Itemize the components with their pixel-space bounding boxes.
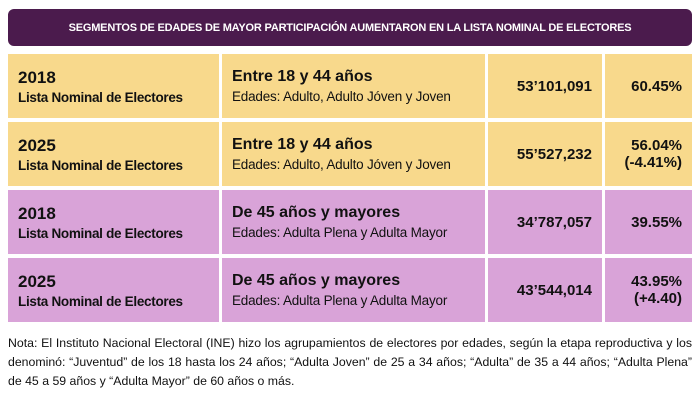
table-row: 2018 Lista Nominal de Electores Entre 18 y… [8,54,692,118]
list-name: Lista Nominal de Electores [18,225,183,241]
cell-count: 55’527,232 [488,122,605,186]
year: 2018 [18,67,56,87]
cell-count: 34’787,057 [488,190,605,254]
percent: 39.55% [631,213,682,231]
age-range: Entre 18 y 44 años [232,68,373,85]
voter-count: 53’101,091 [516,77,592,95]
cell-count: 53’101,091 [488,54,605,118]
list-name: Lista Nominal de Electores [18,293,183,309]
cell-range: Entre 18 y 44 años Edades: Adulto, Adulto… [222,122,488,186]
age-groups: Edades: Adulta Plena y Adulta Mayor [232,293,448,308]
cell-percent: 56.04% (-4.41%) [605,122,692,186]
year: 2025 [18,135,56,155]
table-row: 2025 Lista Nominal de Electores De 45 años… [8,258,692,322]
list-name: Lista Nominal de Electores [18,89,183,105]
cell-year: 2018 Lista Nominal de Electores [8,54,222,118]
age-groups: Edades: Adulta Plena y Adulta Mayor [232,225,448,240]
age-groups: Edades: Adulto, Adulto Jóven y Joven [232,157,451,172]
table-row: 2018 Lista Nominal de Electores De 45 años… [8,190,692,254]
header-title: SEGMENTOS DE EDADES DE MAYOR PARTICIPACI… [8,9,692,46]
cell-year: 2025 Lista Nominal de Electores [8,258,222,322]
cell-percent: 60.45% [605,54,692,118]
cell-year: 2018 Lista Nominal de Electores [8,190,222,254]
percent: (-4.41%) [624,154,682,171]
list-name: Lista Nominal de Electores [18,157,183,173]
percent: 56.04% [631,137,682,154]
table: 2018 Lista Nominal de Electores Entre 18 y… [8,54,692,326]
cell-range: De 45 años y mayores Edades: Adulta Plena… [222,190,488,254]
year: 2025 [18,271,56,291]
year: 2018 [18,203,56,223]
percent: 43.95% [631,273,682,290]
cell-range: Entre 18 y 44 años Edades: Adulto, Adulto… [222,54,488,118]
note: Nota: El Instituto Nacional Electoral (I… [8,336,692,388]
cell-percent: 39.55% [605,190,692,254]
cell-year: 2025 Lista Nominal de Electores [8,122,222,186]
cell-percent: 43.95% (+4.40) [605,258,692,322]
table-row: 2025 Lista Nominal de Electores Entre 18 y… [8,122,692,186]
age-range: De 45 años y mayores [232,272,401,289]
age-range: De 45 años y mayores [232,204,401,221]
age-range: Entre 18 y 44 años [232,136,373,153]
voter-count: 43’544,014 [516,281,592,299]
age-groups: Edades: Adulto, Adulto Jóven y Joven [232,89,451,104]
percent: (+4.40) [634,290,682,307]
cell-count: 43’544,014 [488,258,605,322]
cell-range: De 45 años y mayores Edades: Adulta Plena… [222,258,488,322]
percent: 60.45% [631,77,682,95]
voter-count: 34’787,057 [516,213,592,231]
voter-count: 55’527,232 [516,145,592,163]
